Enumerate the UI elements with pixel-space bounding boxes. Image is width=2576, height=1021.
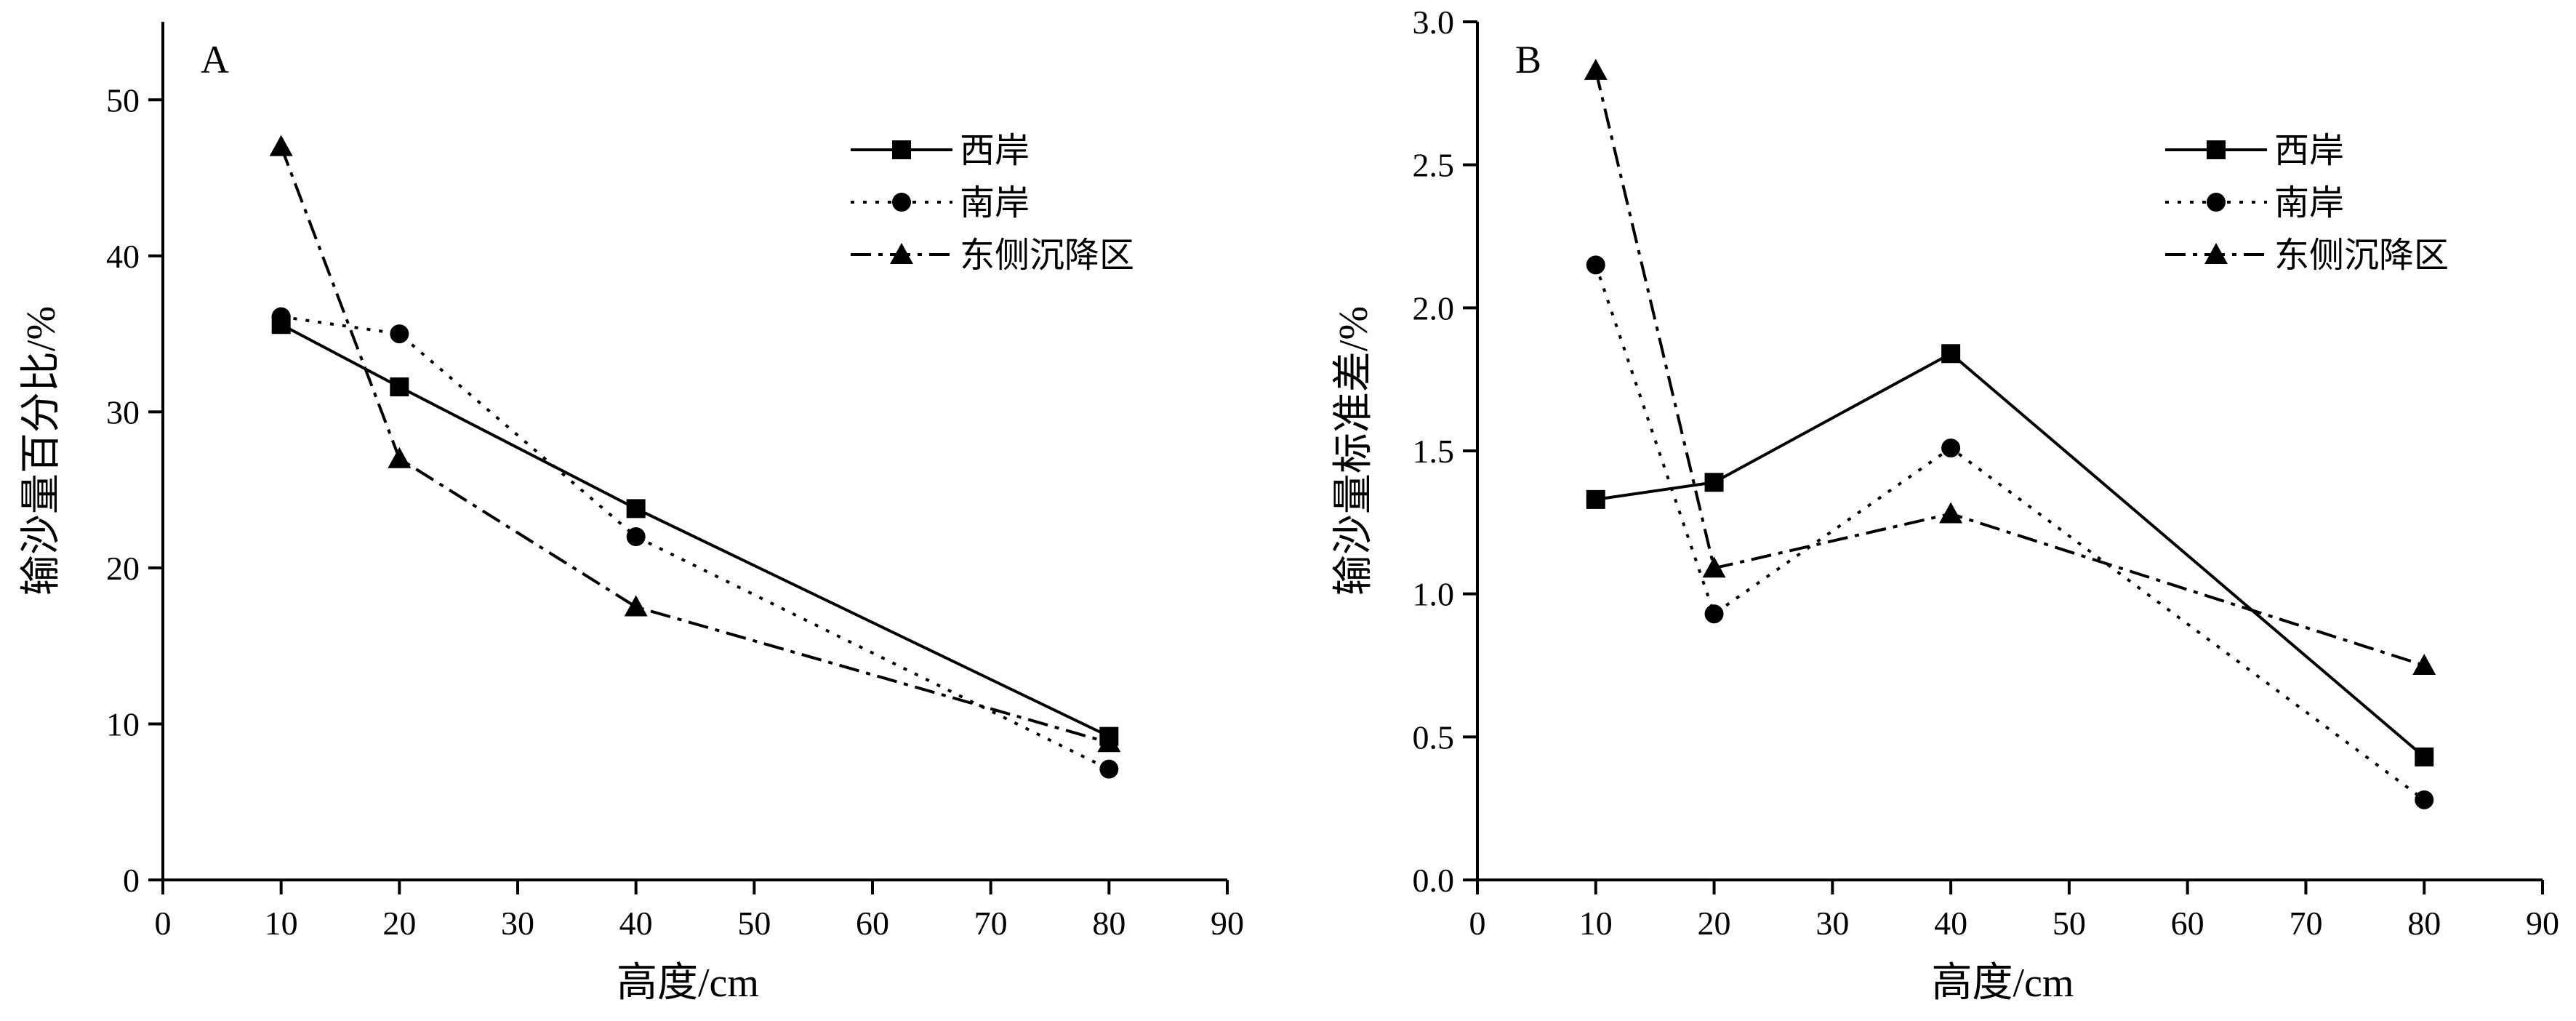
y-tick-label: 0: [123, 862, 140, 899]
legend-marker: [2207, 140, 2226, 159]
data-point: [2415, 747, 2434, 766]
y-tick-label: 3.0: [1413, 4, 1455, 41]
data-point: [626, 527, 646, 546]
chart-panel-b: 0 10 20 30 40 50 60 70 80 90 0.0 0.5 1.0 1.5 2.0 2.5 3.0…: [1331, 4, 2559, 1006]
y-tick-label: 30: [106, 393, 140, 431]
x-tick-label: 50: [2053, 905, 2086, 942]
series-square: [1586, 344, 2434, 766]
panel-label: B: [1515, 38, 1541, 81]
y-tick-label: 1.0: [1413, 576, 1455, 613]
series-line: [279, 145, 1110, 745]
y-tick-label: 10: [106, 705, 140, 742]
series-line: [281, 315, 1110, 771]
x-tick-label: 60: [2171, 905, 2204, 942]
legend-label: 东侧沉降区: [960, 236, 1134, 275]
x-tick-label: 90: [2526, 905, 2559, 942]
y-tick-label: 20: [106, 550, 140, 587]
data-point: [2415, 790, 2434, 809]
data-point: [390, 377, 409, 397]
series-line: [1594, 70, 2425, 667]
series-triangle: [1584, 58, 2436, 675]
legend-marker: [892, 193, 911, 212]
y-tick-label: 50: [106, 81, 140, 119]
data-point: [1939, 502, 1963, 524]
x-tick-label: 10: [265, 905, 298, 942]
data-point: [1941, 439, 1961, 458]
y-tick-label: 2.5: [1413, 147, 1455, 184]
x-tick-label: 80: [2407, 905, 2441, 942]
x-tick-label: 50: [737, 905, 771, 942]
x-tick-label: 40: [619, 905, 653, 942]
series-triangle: [269, 135, 1121, 753]
y-tick-label: 0.5: [1413, 718, 1455, 756]
x-tick-label: 20: [1698, 905, 1731, 942]
legend-label: 南岸: [960, 184, 1030, 223]
legend-label: 西岸: [960, 132, 1030, 170]
x-tick-label: 30: [501, 905, 534, 942]
legend-marker: [2207, 193, 2226, 212]
data-point: [1704, 473, 1724, 492]
data-point: [1704, 604, 1724, 624]
x-tick-label: 40: [1934, 905, 1967, 942]
legend-marker: [892, 140, 911, 159]
series-line: [1595, 352, 2425, 758]
data-point: [390, 324, 409, 344]
data-point: [1584, 58, 1608, 80]
data-point: [624, 595, 648, 617]
data-point: [1586, 255, 1605, 275]
y-tick-label: 40: [106, 238, 140, 275]
x-tick-label: 70: [974, 905, 1008, 942]
x-tick-label: 80: [1092, 905, 1126, 942]
chart-panel-a: 0 10 20 30 40 50 60 70 80 90 0 10 20 30 40 50 高度/cm 输沙量百分…: [19, 22, 1244, 1006]
x-tick-label: 10: [1579, 905, 1613, 942]
data-point: [271, 307, 291, 327]
x-tick-label: 20: [382, 905, 416, 942]
x-tick-label: 90: [1211, 905, 1244, 942]
x-axis-title: 高度/cm: [1932, 961, 2074, 1006]
series-circle: [1586, 255, 2434, 809]
series-square: [271, 315, 1119, 746]
data-point: [269, 135, 293, 156]
y-tick-label: 2.0: [1413, 289, 1455, 327]
data-point: [1586, 489, 1605, 509]
data-point: [1702, 556, 1726, 578]
x-tick-label: 0: [155, 905, 172, 942]
legend-label: 西岸: [2274, 132, 2344, 170]
y-tick-label: 0.0: [1413, 862, 1455, 899]
legend-label: 南岸: [2274, 184, 2344, 223]
data-point: [1099, 759, 1119, 779]
x-tick-label: 60: [856, 905, 889, 942]
data-point: [1097, 731, 1121, 753]
y-tick-label: 1.5: [1413, 433, 1455, 470]
y-axis-title: 输沙量百分比/%: [19, 306, 64, 596]
x-tick-label: 0: [1469, 905, 1486, 942]
legend-marker: [890, 243, 913, 264]
x-axis-title: 高度/cm: [617, 961, 759, 1006]
data-point: [626, 499, 646, 518]
y-axis-title: 输沙量标准差/%: [1331, 306, 1376, 596]
series-line: [1594, 264, 2425, 801]
data-point: [2412, 654, 2436, 675]
data-point: [1941, 344, 1961, 364]
x-tick-label: 30: [1815, 905, 1849, 942]
x-tick-label: 70: [2289, 905, 2322, 942]
series-line: [280, 323, 1110, 738]
legend-label: 东侧沉降区: [2274, 236, 2449, 275]
series-circle: [271, 307, 1119, 779]
legend-marker: [2204, 243, 2228, 264]
panel-label: A: [201, 38, 229, 81]
data-point: [388, 447, 412, 468]
